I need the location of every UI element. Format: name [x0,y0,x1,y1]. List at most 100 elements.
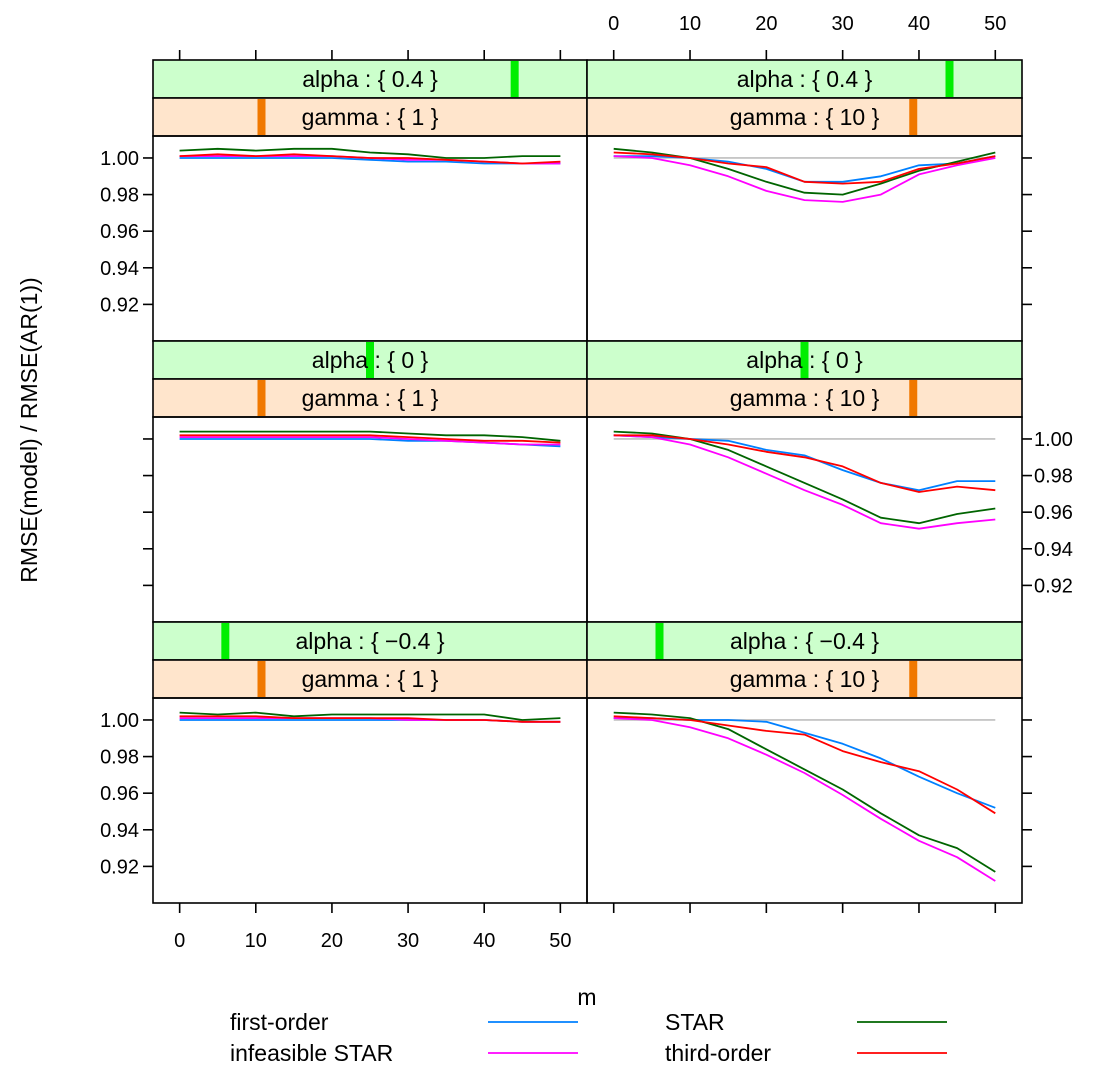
series-line-first-order [613,717,996,809]
y-tick-label: 0.92 [1034,575,1073,597]
alpha-strip-label: alpha : { 0.4 } [737,66,873,92]
series-group [613,711,996,882]
panel-frame [586,135,1023,342]
alpha-strip-label: alpha : { −0.4 } [296,628,445,654]
legend-label: infeasible STAR [230,1040,393,1066]
alpha-level-marker [800,342,809,378]
gamma-strip [153,379,587,417]
gamma-strip-label: gamma : { 10 } [730,385,880,411]
series-line-first-order [179,157,561,165]
panel: alpha : { −0.4 } gamma : { 1 } 0 10 20 30 40 50… [100,621,588,952]
y-tick-label: 0.96 [100,783,139,805]
x-tick-label: 50 [549,930,571,952]
alpha-level-marker [510,61,519,97]
gamma-strip-label: gamma : { 1 } [302,666,439,692]
gamma-level-marker [909,99,918,135]
gamma-level-marker [909,380,918,416]
panel: alpha : { 0.4 } gamma : { 1 } 0.92 0.94 0.96… [100,50,588,342]
y-tick-label: 0.98 [100,747,139,769]
series-line-STAR [613,711,996,873]
panel: alpha : { −0.4 } gamma : { 10 } [586,621,1032,913]
x-tick-label: 40 [473,930,495,952]
panel-frame [152,135,588,342]
legend-label: third-order [665,1040,771,1066]
gamma-strip [587,98,1022,136]
series-line-STAR [179,147,561,159]
gamma-strip-label: gamma : { 10 } [730,104,880,130]
y-tick-label: 0.96 [1034,502,1073,524]
alpha-strip-label: alpha : { 0 } [746,347,863,373]
series-line-infeasible-STAR [613,434,996,530]
series-group [179,147,561,165]
y-tick-label: 0.94 [100,258,139,280]
x-tick-label: 30 [397,930,419,952]
gamma-strip-label: gamma : { 1 } [302,104,439,130]
legend-label: first-order [230,1009,329,1035]
gamma-strip [153,660,587,698]
alpha-level-marker [221,623,230,659]
x-tick-label: 20 [321,930,343,952]
series-line-infeasible-STAR [613,155,996,203]
y-tick-label: 0.98 [1034,466,1073,488]
panel-frame [152,697,588,904]
y-tick-label: 0.92 [100,294,139,316]
gamma-strip-label: gamma : { 1 } [302,385,439,411]
panel-frame [152,416,588,623]
gamma-level-marker [257,99,266,135]
series-line-third-order [613,151,996,185]
series-line-third-order [613,715,996,815]
x-axis-label: m [577,984,596,1010]
legend-label: STAR [665,1009,725,1035]
y-tick-label: 1.00 [100,148,139,170]
panel-frame [586,416,1023,623]
series-line-STAR [179,430,561,442]
series-line-infeasible-STAR [613,717,996,882]
legend: first-order infeasible STAR STAR third-orde… [230,1009,947,1066]
x-tick-label: 10 [679,13,701,35]
series-line-third-order [179,715,561,723]
gamma-level-marker [257,661,266,697]
gamma-strip [587,660,1022,698]
panel: alpha : { 0.4 } gamma : { 10 } 0 10 20 30 40 50 [586,13,1032,342]
series-group [613,430,996,530]
y-tick-label: 0.98 [100,185,139,207]
series-line-infeasible-STAR [179,436,561,446]
gamma-level-marker [257,380,266,416]
series-group [179,711,561,723]
alpha-level-marker [945,61,954,97]
y-tick-label: 0.92 [100,856,139,878]
y-tick-label: 1.00 [1034,429,1073,451]
y-tick-label: 0.94 [100,820,139,842]
panel-frame [586,697,1023,904]
y-tick-label: 0.94 [1034,539,1073,561]
alpha-strip-label: alpha : { 0.4 } [302,66,438,92]
x-tick-label: 30 [832,13,854,35]
series-line-third-order [179,153,561,165]
x-tick-label: 50 [984,13,1006,35]
y-tick-label: 0.96 [100,221,139,243]
y-axis-label: RMSE(model) / RMSE(AR(1)) [16,277,42,582]
x-tick-label: 0 [174,930,185,952]
x-tick-label: 0 [608,13,619,35]
x-tick-label: 10 [245,930,267,952]
series-group [179,430,561,448]
x-tick-label: 40 [908,13,930,35]
series-line-STAR [179,711,561,721]
gamma-strip [153,98,587,136]
alpha-level-marker [366,342,374,378]
panel: alpha : { 0 } gamma : { 10 } 0.92 0.94 0.96 0… [586,340,1073,623]
series-line-STAR [613,430,996,525]
gamma-strip [587,379,1022,417]
alpha-strip-label: alpha : { −0.4 } [730,628,879,654]
y-tick-label: 1.00 [100,710,139,732]
series-line-third-order [613,434,996,493]
panel: alpha : { 0 } gamma : { 1 } [143,340,588,623]
x-tick-label: 20 [755,13,777,35]
alpha-level-marker [655,623,664,659]
alpha-strip-label: alpha : { 0 } [312,347,429,373]
series-line-third-order [179,434,561,444]
gamma-level-marker [909,661,918,697]
gamma-strip-label: gamma : { 10 } [730,666,880,692]
series-group [613,147,996,203]
